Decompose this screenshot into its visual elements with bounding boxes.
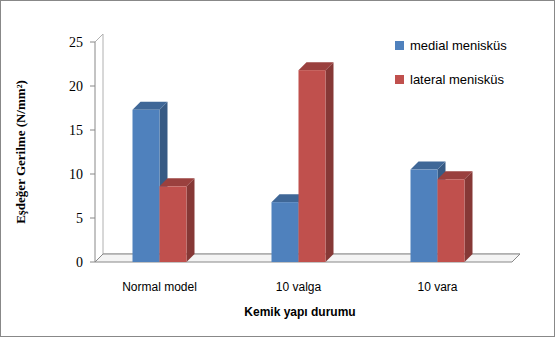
chart-container: 0 5 10 15 20 25 Normal model 10 valga 10 vara Kem… [0,0,555,337]
bar-top [160,178,195,186]
y-tick [90,130,95,131]
bar-front [160,186,187,262]
bar [299,62,334,262]
y-tick-label: 25 [69,35,83,50]
y-tick [90,86,95,87]
y-tick [90,42,95,43]
y-tick-label: 20 [69,79,83,94]
x-tick-label: Normal model [122,280,197,294]
y-tick [90,262,95,263]
bar-front [438,179,465,262]
legend-swatch [395,75,404,84]
bar [160,178,195,262]
bar-top [299,62,334,70]
y-tick-label: 10 [69,167,83,182]
bar-top [411,162,446,170]
y-tick [90,218,95,219]
y-axis-title: Eşdeğer Gerilme (N/mm²) [13,80,28,224]
x-axis-title: Kemik yapı durumu [244,305,355,319]
axis-depth [95,34,103,42]
y-tick-label: 15 [69,123,83,138]
bar [438,171,473,262]
bar-top [133,102,168,110]
legend-swatch [395,41,404,50]
bar-side [187,178,195,262]
y-tick [90,174,95,175]
bars [133,62,473,262]
legend-label: lateral menisküs [410,72,504,87]
bar-front [133,110,160,262]
x-tick-label: 10 vara [417,280,457,294]
legend-label: medial menisküs [410,38,507,53]
y-tick-label: 5 [76,211,83,226]
y-tick-label: 0 [76,255,83,270]
chart-svg: 0 5 10 15 20 25 Normal model 10 valga 10 vara Kem… [0,0,555,337]
chart-border [1,1,555,337]
x-tick-label: 10 valga [276,280,322,294]
bar-front [272,202,299,262]
bar-side [326,62,334,262]
bar-front [411,170,438,262]
bar-front [299,70,326,262]
bar-top [438,171,473,179]
bar-side [465,171,473,262]
y-axis-line [95,42,96,262]
